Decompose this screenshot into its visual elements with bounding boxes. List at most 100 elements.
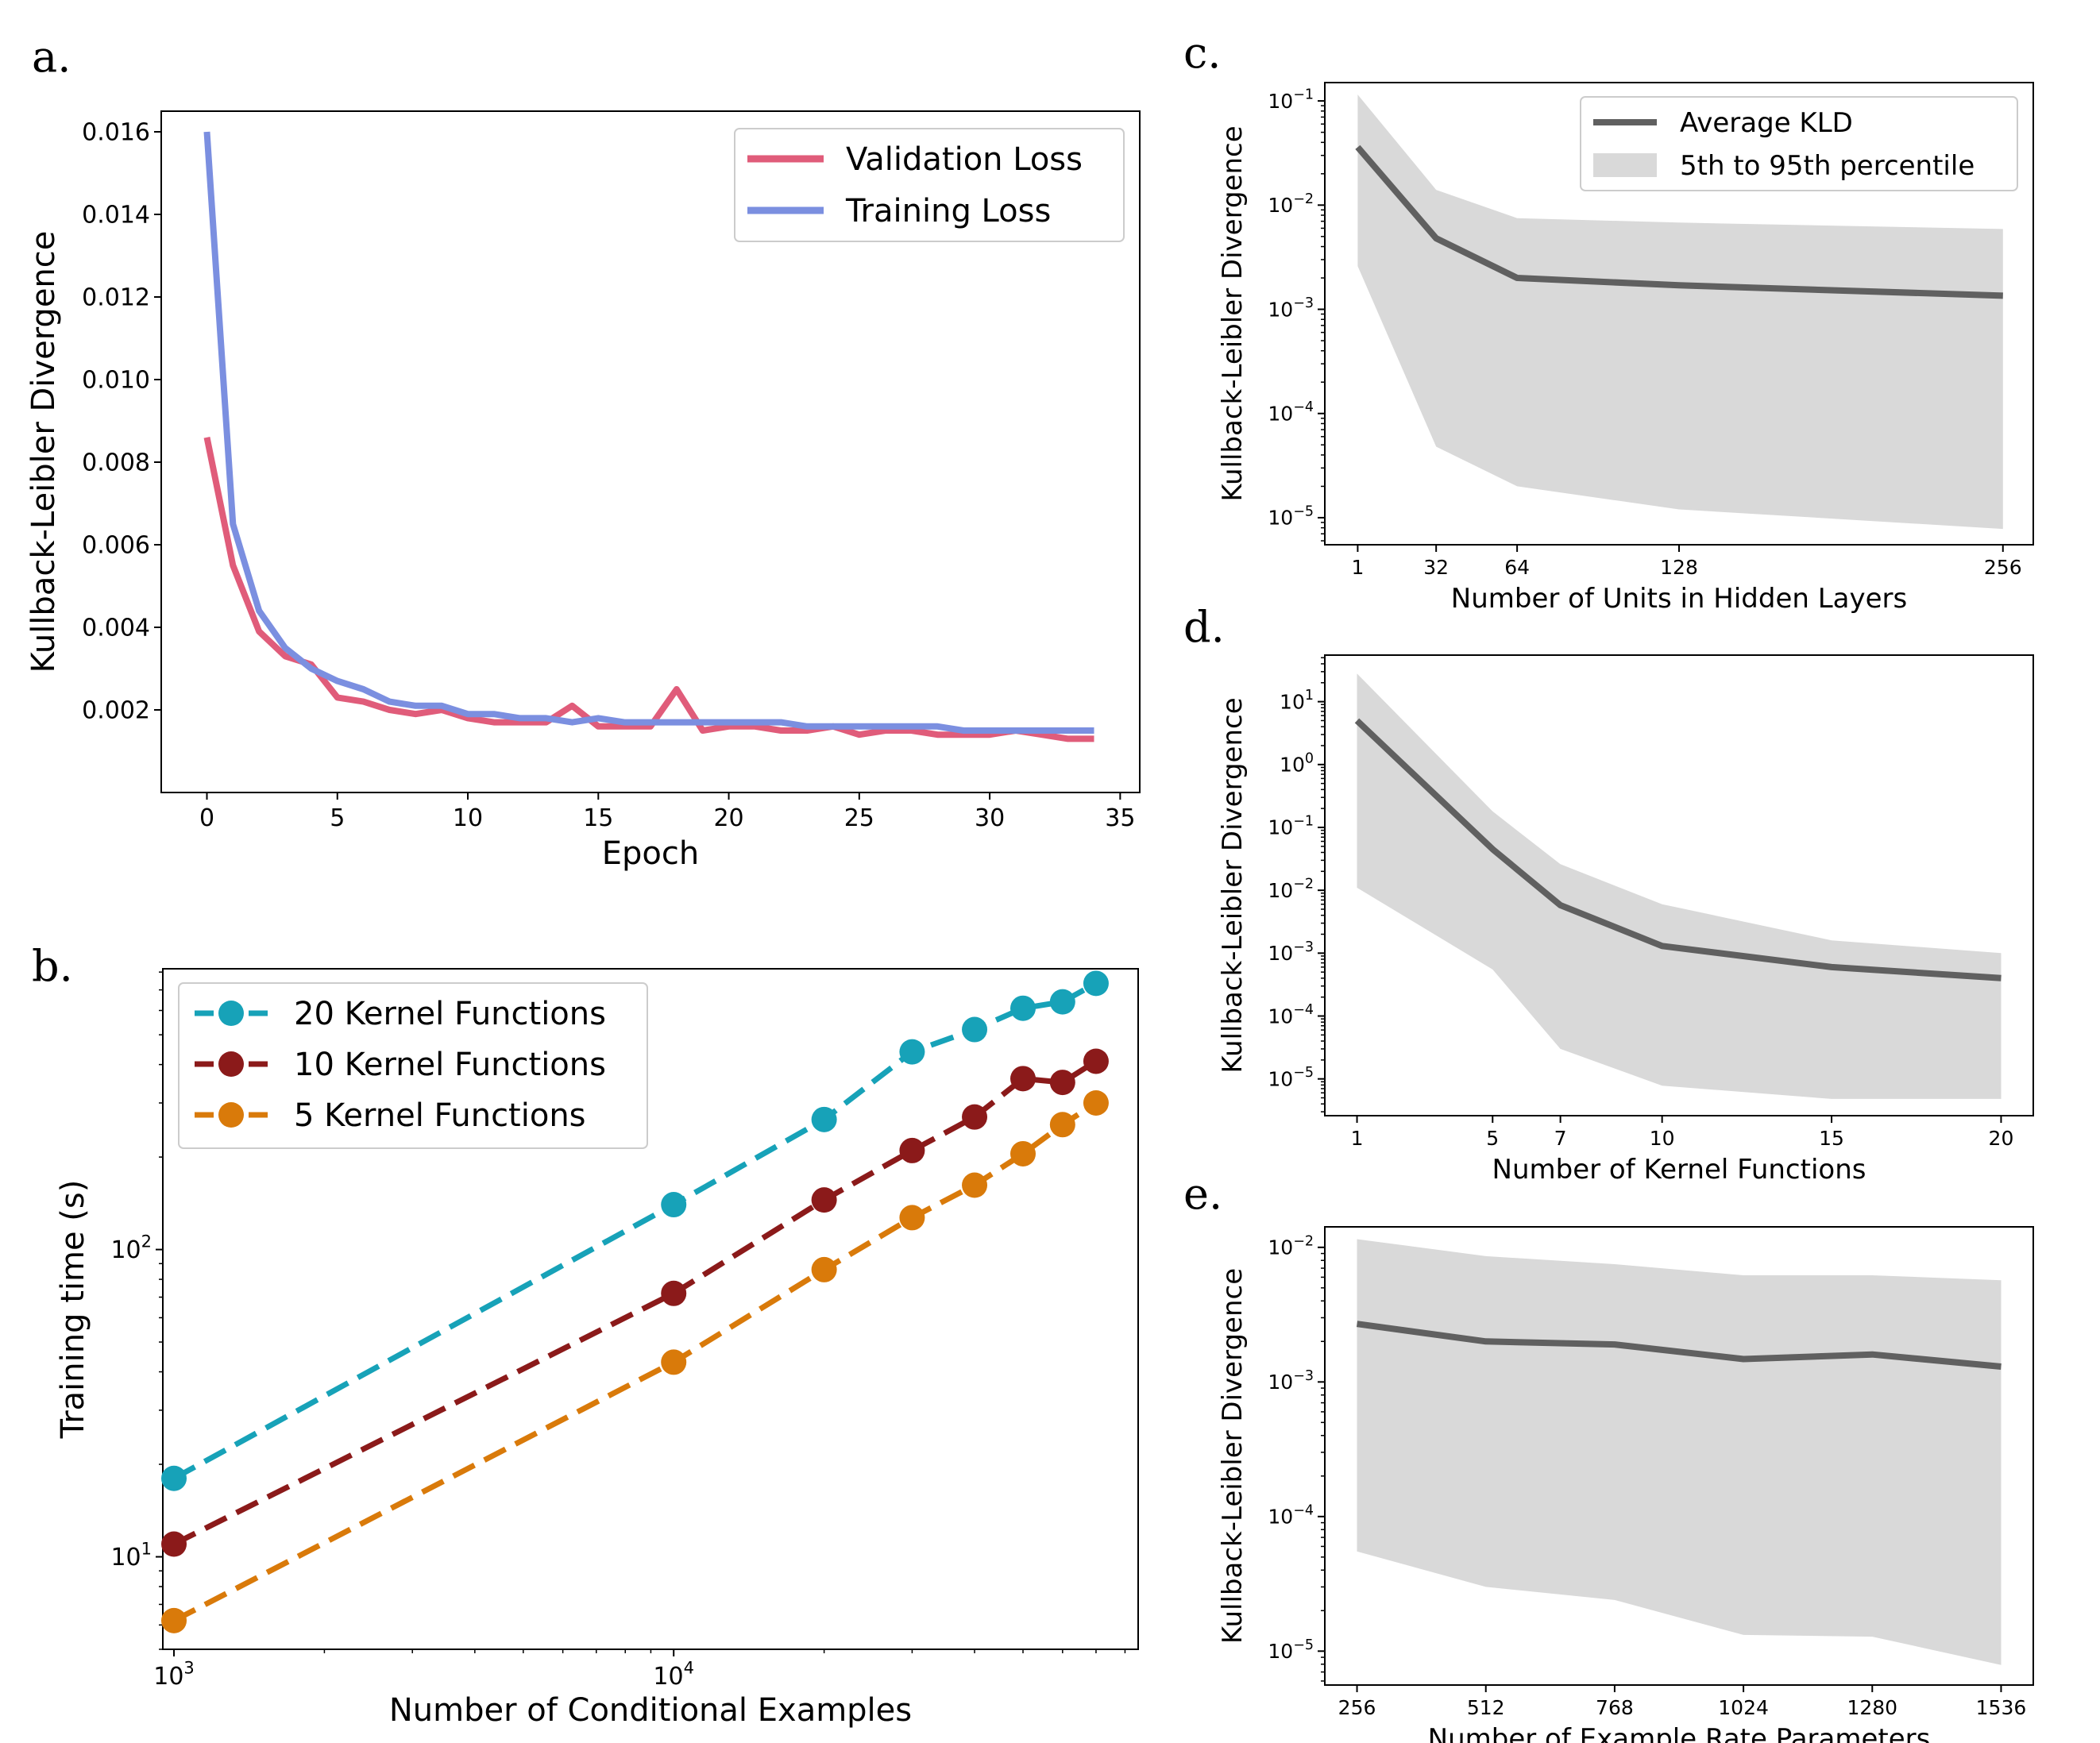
chart-b: 103 104 101 102 Number of Conditional Exampl… — [55, 968, 1139, 1729]
data-point — [1083, 1089, 1109, 1116]
percentile-band — [1357, 94, 2003, 530]
legend-box — [734, 128, 1125, 242]
x-axis-label: Number of Kernel Functions — [1492, 1154, 1866, 1186]
x-tick-label: 20 — [713, 804, 743, 832]
y-tick-label: 10−2 — [1268, 1233, 1314, 1259]
x-tick-label: 64 — [1504, 556, 1530, 579]
x-tick-label: 10 — [1650, 1127, 1675, 1150]
panel-label-a: a. — [32, 32, 71, 82]
y-tick-label: 10−1 — [1268, 87, 1314, 113]
data-point — [899, 1137, 925, 1163]
legend-box — [1580, 96, 2018, 191]
y-tick-label: 0.014 — [82, 202, 150, 229]
y-tick-label: 10−4 — [1268, 1502, 1314, 1528]
y-tick-label: 10−5 — [1268, 503, 1314, 529]
plot-frame — [1324, 654, 2034, 1116]
legend-label: Training Loss — [845, 193, 1051, 229]
y-tick-label: 0.012 — [82, 284, 150, 312]
x-tick-label: 35 — [1105, 804, 1135, 832]
x-tick-label: 25 — [844, 804, 874, 832]
series-line-0 — [1354, 718, 2002, 981]
y-tick-label: 0.010 — [82, 367, 150, 395]
y-tick-label: 10−3 — [1268, 939, 1314, 965]
data-point — [962, 1104, 988, 1130]
legend-marker — [218, 1001, 244, 1026]
data-point — [161, 1465, 187, 1491]
x-tick-label: 512 — [1467, 1696, 1505, 1719]
legend-marker — [218, 1051, 244, 1077]
data-point — [1083, 970, 1109, 997]
legend-label: Average KLD — [1680, 107, 1853, 139]
x-tick-label: 10 — [453, 804, 483, 832]
y-tick-label: 10−3 — [1268, 295, 1314, 321]
y-tick-label: 0.008 — [82, 449, 150, 477]
data-point — [1049, 989, 1075, 1015]
chart-c: 1 32 64 128 256 10−5 10−4 10−3 10−2 10−1 Number of… — [1217, 82, 2034, 615]
series-line-1 — [203, 131, 1094, 734]
y-tick-label: 100 — [1280, 750, 1314, 776]
panel-label-c: c. — [1183, 28, 1222, 78]
data-point — [899, 1205, 925, 1231]
legend-label: 5th to 95th percentile — [1680, 150, 1975, 182]
data-point — [811, 1106, 837, 1132]
y-tick-label: 102 — [110, 1232, 152, 1265]
y-tick-label: 0.002 — [82, 697, 150, 725]
y-axis-label: Kullback-Leibler Divergence — [25, 231, 62, 673]
x-axis-label: Number of Units in Hidden Layers — [1451, 583, 1907, 615]
x-axis-label: Number of Conditional Examples — [389, 1692, 912, 1729]
panel-label-e: e. — [1183, 1169, 1223, 1219]
y-tick-label: 10−2 — [1268, 191, 1314, 217]
data-point — [661, 1280, 687, 1306]
x-tick-label: 7 — [1554, 1127, 1567, 1150]
chart-d: 1 5 7 10 15 2010−510−410−310−210−1100101Numbe… — [1217, 654, 2034, 1186]
x-tick-label: 1024 — [1718, 1696, 1769, 1719]
y-tick-label: 10−4 — [1268, 1002, 1314, 1028]
x-tick-label: 768 — [1596, 1696, 1634, 1719]
data-point — [962, 1172, 988, 1198]
series-line-0 — [172, 981, 1098, 1481]
data-point — [661, 1349, 687, 1375]
legend-swatch — [1593, 153, 1657, 177]
legend-label: 20 Kernel Functions — [294, 996, 606, 1032]
x-tick-label: 256 — [1338, 1696, 1376, 1719]
y-tick-label: 10−1 — [1268, 813, 1314, 839]
x-tick-label: 128 — [1660, 556, 1698, 579]
x-tick-label: 103 — [153, 1659, 195, 1691]
x-tick-label: 1 — [1351, 1127, 1364, 1150]
data-point — [1010, 1140, 1036, 1166]
x-tick-label: 1536 — [1976, 1696, 2027, 1719]
data-point — [661, 1192, 687, 1218]
y-tick-label: 10−4 — [1268, 399, 1314, 425]
x-tick-label: 256 — [1984, 556, 2022, 579]
y-tick-label: 101 — [110, 1540, 152, 1572]
x-axis-label: Number of Example Rate Parameters — [1428, 1723, 1931, 1743]
series-line-0 — [1355, 145, 2003, 299]
legend-label: 10 Kernel Functions — [294, 1047, 606, 1083]
y-tick-label: 10−5 — [1268, 1637, 1314, 1663]
data-point — [1083, 1048, 1109, 1074]
x-tick-label: 5 — [330, 804, 345, 832]
y-tick-label: 101 — [1280, 688, 1314, 713]
chart-e: 256 512 768 1024 1280 1536 10−5 10−4 10−3 10−2 Num… — [1217, 1226, 2034, 1743]
legend-marker — [218, 1102, 244, 1128]
percentile-band — [1357, 1239, 2002, 1665]
x-tick-label: 20 — [1989, 1127, 2014, 1150]
y-axis-label: Training time (s) — [55, 1180, 91, 1440]
data-point — [161, 1531, 187, 1557]
y-tick-label: 10−3 — [1268, 1368, 1314, 1394]
x-tick-label: 5 — [1486, 1127, 1499, 1150]
data-point — [1049, 1070, 1075, 1096]
y-tick-label: 0.016 — [82, 119, 150, 147]
series-line-0 — [1356, 1321, 2002, 1370]
series-line-2 — [172, 1101, 1098, 1624]
y-axis-label: Kullback-Leibler Divergence — [1217, 697, 1249, 1073]
plot-frame — [1324, 1226, 2034, 1686]
plot-frame — [160, 110, 1141, 793]
series-line-0 — [203, 437, 1094, 742]
y-tick-label: 0.004 — [82, 615, 150, 642]
x-axis-label: Epoch — [602, 835, 699, 872]
y-axis-label: Kullback-Leibler Divergence — [1217, 1268, 1249, 1644]
y-tick-label: 10−5 — [1268, 1065, 1314, 1090]
x-tick-label: 15 — [583, 804, 613, 832]
